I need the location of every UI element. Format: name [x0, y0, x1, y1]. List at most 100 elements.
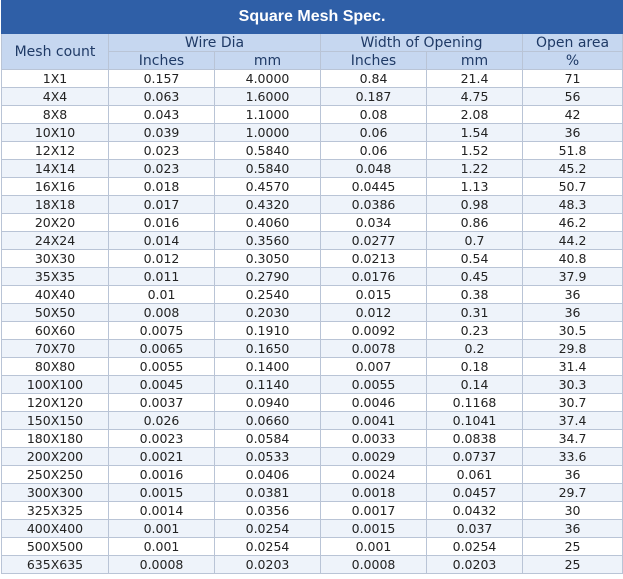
wire-dia-mm-cell: 0.2790: [214, 267, 321, 286]
opening-mm-cell: 0.0203: [426, 555, 523, 574]
opening-mm-cell: 0.18: [426, 357, 523, 376]
table-row: 635X635 0.0008 0.0203 0.0008 0.0203 25: [1, 555, 623, 574]
open-area-cell: 46.2: [521, 213, 623, 232]
opening-inches-cell: 0.0213: [320, 249, 427, 268]
table-row: 70X70 0.0065 0.1650 0.0078 0.2 29.8: [1, 339, 623, 358]
opening-mm-cell: 0.0737: [426, 447, 523, 466]
mesh-count-cell: 20X20: [1, 213, 109, 232]
open-area-cell: 36: [521, 519, 623, 538]
mesh-count-cell: 635X635: [1, 555, 109, 574]
opening-mm-cell: 0.0838: [426, 429, 523, 448]
table-body: 1X1 0.157 4.0000 0.84 21.4 71 4X4 0.063 1.6000 0.…: [1, 69, 623, 574]
opening-inches-cell: 0.034: [320, 213, 427, 232]
mesh-count-cell: 24X24: [1, 231, 109, 250]
wire-dia-inches-cell: 0.043: [108, 105, 215, 124]
mesh-count-cell: 500X500: [1, 537, 109, 556]
opening-mm-cell: 0.31: [426, 303, 523, 322]
header-row-units: Inches mm Inches mm %: [2, 51, 623, 70]
wire-dia-mm-cell: 0.1140: [214, 375, 321, 394]
wire-dia-mm-cell: 0.0381: [214, 483, 321, 502]
wire-dia-inches-cell: 0.001: [108, 537, 215, 556]
opening-inches-cell: 0.06: [320, 141, 427, 160]
opening-inches-cell: 0.0046: [320, 393, 427, 412]
wire-dia-inches-cell: 0.017: [108, 195, 215, 214]
opening-mm-cell: 0.0254: [426, 537, 523, 556]
opening-mm-cell: 0.061: [426, 465, 523, 484]
wire-dia-inches-cell: 0.018: [108, 177, 215, 196]
wire-dia-inches-cell: 0.023: [108, 159, 215, 178]
opening-mm-cell: 4.75: [426, 87, 523, 106]
open-area-cell: 29.8: [521, 339, 623, 358]
opening-mm-cell: 0.7: [426, 231, 523, 250]
wire-dia-inches-cell: 0.0075: [108, 321, 215, 340]
wire-dia-mm-cell: 0.5840: [214, 159, 321, 178]
wire-dia-inches-cell: 0.0021: [108, 447, 215, 466]
opening-inches-cell: 0.0015: [320, 519, 427, 538]
wire-dia-mm-cell: 4.0000: [214, 69, 321, 88]
header-row-group: Mesh count Wire Dia Width of Opening Ope…: [1, 33, 623, 70]
table-row: 150X150 0.026 0.0660 0.0041 0.1041 37.4: [1, 411, 623, 430]
open-area-percent-header: %: [521, 51, 623, 70]
opening-mm-cell: 0.23: [426, 321, 523, 340]
opening-mm-cell: 0.38: [426, 285, 523, 304]
opening-inches-cell: 0.0024: [320, 465, 427, 484]
title-row: Square Mesh Spec.: [0, 0, 623, 34]
open-area-cell: 51.8: [521, 141, 623, 160]
open-area-cell: 56: [521, 87, 623, 106]
wire-dia-mm-cell: 0.1400: [214, 357, 321, 376]
opening-mm-cell: 2.08: [426, 105, 523, 124]
table-row: 18X18 0.017 0.4320 0.0386 0.98 48.3: [1, 195, 623, 214]
wire-dia-mm-cell: 0.4060: [214, 213, 321, 232]
open-area-cell: 71: [521, 69, 623, 88]
wire-dia-mm-cell: 0.0203: [214, 555, 321, 574]
wire-dia-inches-cell: 0.0016: [108, 465, 215, 484]
table-row: 250X250 0.0016 0.0406 0.0024 0.061 36: [1, 465, 623, 484]
wire-dia-inches-cell: 0.023: [108, 141, 215, 160]
wire-dia-mm-cell: 0.0254: [214, 537, 321, 556]
open-area-header: Open area: [521, 33, 623, 52]
opening-inches-cell: 0.0017: [320, 501, 427, 520]
wire-dia-mm-cell: 0.3050: [214, 249, 321, 268]
table-title: Square Mesh Spec.: [0, 0, 623, 34]
open-area-cell: 40.8: [521, 249, 623, 268]
mesh-count-cell: 12X12: [1, 141, 109, 160]
wire-dia-inches-cell: 0.012: [108, 249, 215, 268]
table-row: 1X1 0.157 4.0000 0.84 21.4 71: [1, 69, 623, 88]
wire-dia-inches-cell: 0.01: [108, 285, 215, 304]
wire-dia-mm-cell: 0.5840: [214, 141, 321, 160]
mesh-count-cell: 80X80: [1, 357, 109, 376]
wire-dia-inches-cell: 0.001: [108, 519, 215, 538]
table-row: 30X30 0.012 0.3050 0.0213 0.54 40.8: [1, 249, 623, 268]
wire-dia-inches-cell: 0.0015: [108, 483, 215, 502]
open-area-cell: 36: [521, 303, 623, 322]
table-row: 120X120 0.0037 0.0940 0.0046 0.1168 30.7: [1, 393, 623, 412]
opening-mm-cell: 0.98: [426, 195, 523, 214]
opening-inches-cell: 0.001: [320, 537, 427, 556]
table-row: 20X20 0.016 0.4060 0.034 0.86 46.2: [1, 213, 623, 232]
wire-dia-header: Wire Dia: [108, 33, 321, 52]
mesh-count-cell: 400X400: [1, 519, 109, 538]
mesh-count-cell: 8X8: [1, 105, 109, 124]
mesh-count-cell: 120X120: [1, 393, 109, 412]
wire-dia-inches-cell: 0.0008: [108, 555, 215, 574]
mesh-count-cell: 35X35: [1, 267, 109, 286]
opening-inches-cell: 0.187: [320, 87, 427, 106]
open-area-cell: 36: [521, 285, 623, 304]
open-area-cell: 36: [521, 123, 623, 142]
table-row: 40X40 0.01 0.2540 0.015 0.38 36: [1, 285, 623, 304]
mesh-count-cell: 250X250: [1, 465, 109, 484]
wire-dia-inches-cell: 0.008: [108, 303, 215, 322]
table-row: 400X400 0.001 0.0254 0.0015 0.037 36: [1, 519, 623, 538]
opening-inches-cell: 0.08: [320, 105, 427, 124]
wire-dia-inches-cell: 0.063: [108, 87, 215, 106]
wire-dia-inches-cell: 0.011: [108, 267, 215, 286]
wire-dia-inches-cell: 0.0014: [108, 501, 215, 520]
wire-dia-mm-cell: 0.2030: [214, 303, 321, 322]
wire-dia-inches-cell: 0.0037: [108, 393, 215, 412]
mesh-count-cell: 100X100: [1, 375, 109, 394]
wire-dia-inches-cell: 0.014: [108, 231, 215, 250]
opening-inches-cell: 0.06: [320, 123, 427, 142]
open-area-cell: 36: [521, 465, 623, 484]
open-area-cell: 37.4: [521, 411, 623, 430]
opening-inches-cell: 0.0078: [320, 339, 427, 358]
